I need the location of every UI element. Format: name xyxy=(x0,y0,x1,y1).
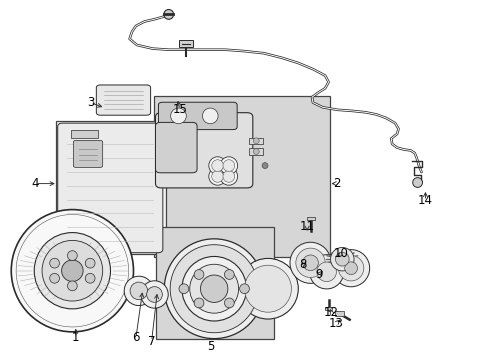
Ellipse shape xyxy=(61,260,83,282)
Ellipse shape xyxy=(50,273,60,283)
Ellipse shape xyxy=(130,282,147,300)
Ellipse shape xyxy=(316,262,336,282)
Ellipse shape xyxy=(332,249,369,287)
Bar xyxy=(155,227,273,339)
Ellipse shape xyxy=(220,168,237,185)
Ellipse shape xyxy=(335,252,348,266)
Ellipse shape xyxy=(170,108,186,124)
Text: 8: 8 xyxy=(299,258,306,271)
Bar xyxy=(325,307,331,310)
Text: 10: 10 xyxy=(333,247,348,260)
FancyBboxPatch shape xyxy=(155,122,197,173)
Text: 12: 12 xyxy=(324,306,338,319)
FancyBboxPatch shape xyxy=(155,113,252,188)
Text: 4: 4 xyxy=(31,177,39,190)
Ellipse shape xyxy=(85,258,95,268)
Ellipse shape xyxy=(244,265,291,312)
Bar xyxy=(306,217,314,220)
Text: 2: 2 xyxy=(332,177,340,190)
Ellipse shape xyxy=(338,256,363,281)
Ellipse shape xyxy=(253,149,259,154)
Ellipse shape xyxy=(34,233,110,309)
Ellipse shape xyxy=(289,242,330,283)
FancyBboxPatch shape xyxy=(158,102,237,130)
Text: 13: 13 xyxy=(328,317,343,330)
Ellipse shape xyxy=(141,281,168,308)
Ellipse shape xyxy=(208,168,226,185)
Ellipse shape xyxy=(223,160,234,171)
Ellipse shape xyxy=(124,276,153,306)
Ellipse shape xyxy=(224,298,234,308)
Ellipse shape xyxy=(211,171,223,182)
Bar xyxy=(154,96,329,257)
Ellipse shape xyxy=(262,163,267,168)
Ellipse shape xyxy=(164,239,264,339)
Ellipse shape xyxy=(208,157,226,174)
FancyBboxPatch shape xyxy=(58,123,163,253)
Ellipse shape xyxy=(223,171,234,182)
Bar xyxy=(249,148,263,155)
Ellipse shape xyxy=(163,9,173,19)
Ellipse shape xyxy=(295,248,325,278)
Ellipse shape xyxy=(67,251,77,261)
Ellipse shape xyxy=(253,138,259,144)
Bar xyxy=(334,311,343,316)
Ellipse shape xyxy=(179,284,188,294)
Ellipse shape xyxy=(182,256,246,321)
Ellipse shape xyxy=(85,273,95,283)
Text: 15: 15 xyxy=(172,103,187,116)
Ellipse shape xyxy=(302,255,318,271)
Text: 5: 5 xyxy=(207,340,215,353)
Ellipse shape xyxy=(194,298,203,308)
Ellipse shape xyxy=(50,258,60,268)
Ellipse shape xyxy=(344,262,357,275)
Text: 11: 11 xyxy=(299,220,314,233)
Bar xyxy=(179,40,192,47)
Text: 1: 1 xyxy=(72,331,80,344)
Text: 3: 3 xyxy=(86,96,94,109)
Ellipse shape xyxy=(309,255,343,289)
Ellipse shape xyxy=(224,270,234,279)
Ellipse shape xyxy=(200,275,227,302)
Bar xyxy=(56,121,166,254)
Text: 9: 9 xyxy=(315,268,323,281)
Bar xyxy=(249,138,263,144)
Ellipse shape xyxy=(211,160,223,171)
Ellipse shape xyxy=(237,258,298,319)
Text: 7: 7 xyxy=(147,335,155,348)
Ellipse shape xyxy=(330,247,353,271)
Text: 14: 14 xyxy=(417,194,432,207)
Ellipse shape xyxy=(11,210,133,332)
Ellipse shape xyxy=(189,264,238,313)
Ellipse shape xyxy=(202,108,218,124)
FancyBboxPatch shape xyxy=(73,140,102,167)
Ellipse shape xyxy=(146,287,162,302)
Ellipse shape xyxy=(170,245,258,333)
Ellipse shape xyxy=(67,281,77,291)
Bar xyxy=(71,130,98,138)
Ellipse shape xyxy=(412,177,422,188)
Ellipse shape xyxy=(239,284,249,294)
Ellipse shape xyxy=(220,157,237,174)
Ellipse shape xyxy=(42,240,102,301)
Text: 6: 6 xyxy=(132,331,140,344)
Ellipse shape xyxy=(194,270,203,279)
FancyBboxPatch shape xyxy=(96,85,150,115)
